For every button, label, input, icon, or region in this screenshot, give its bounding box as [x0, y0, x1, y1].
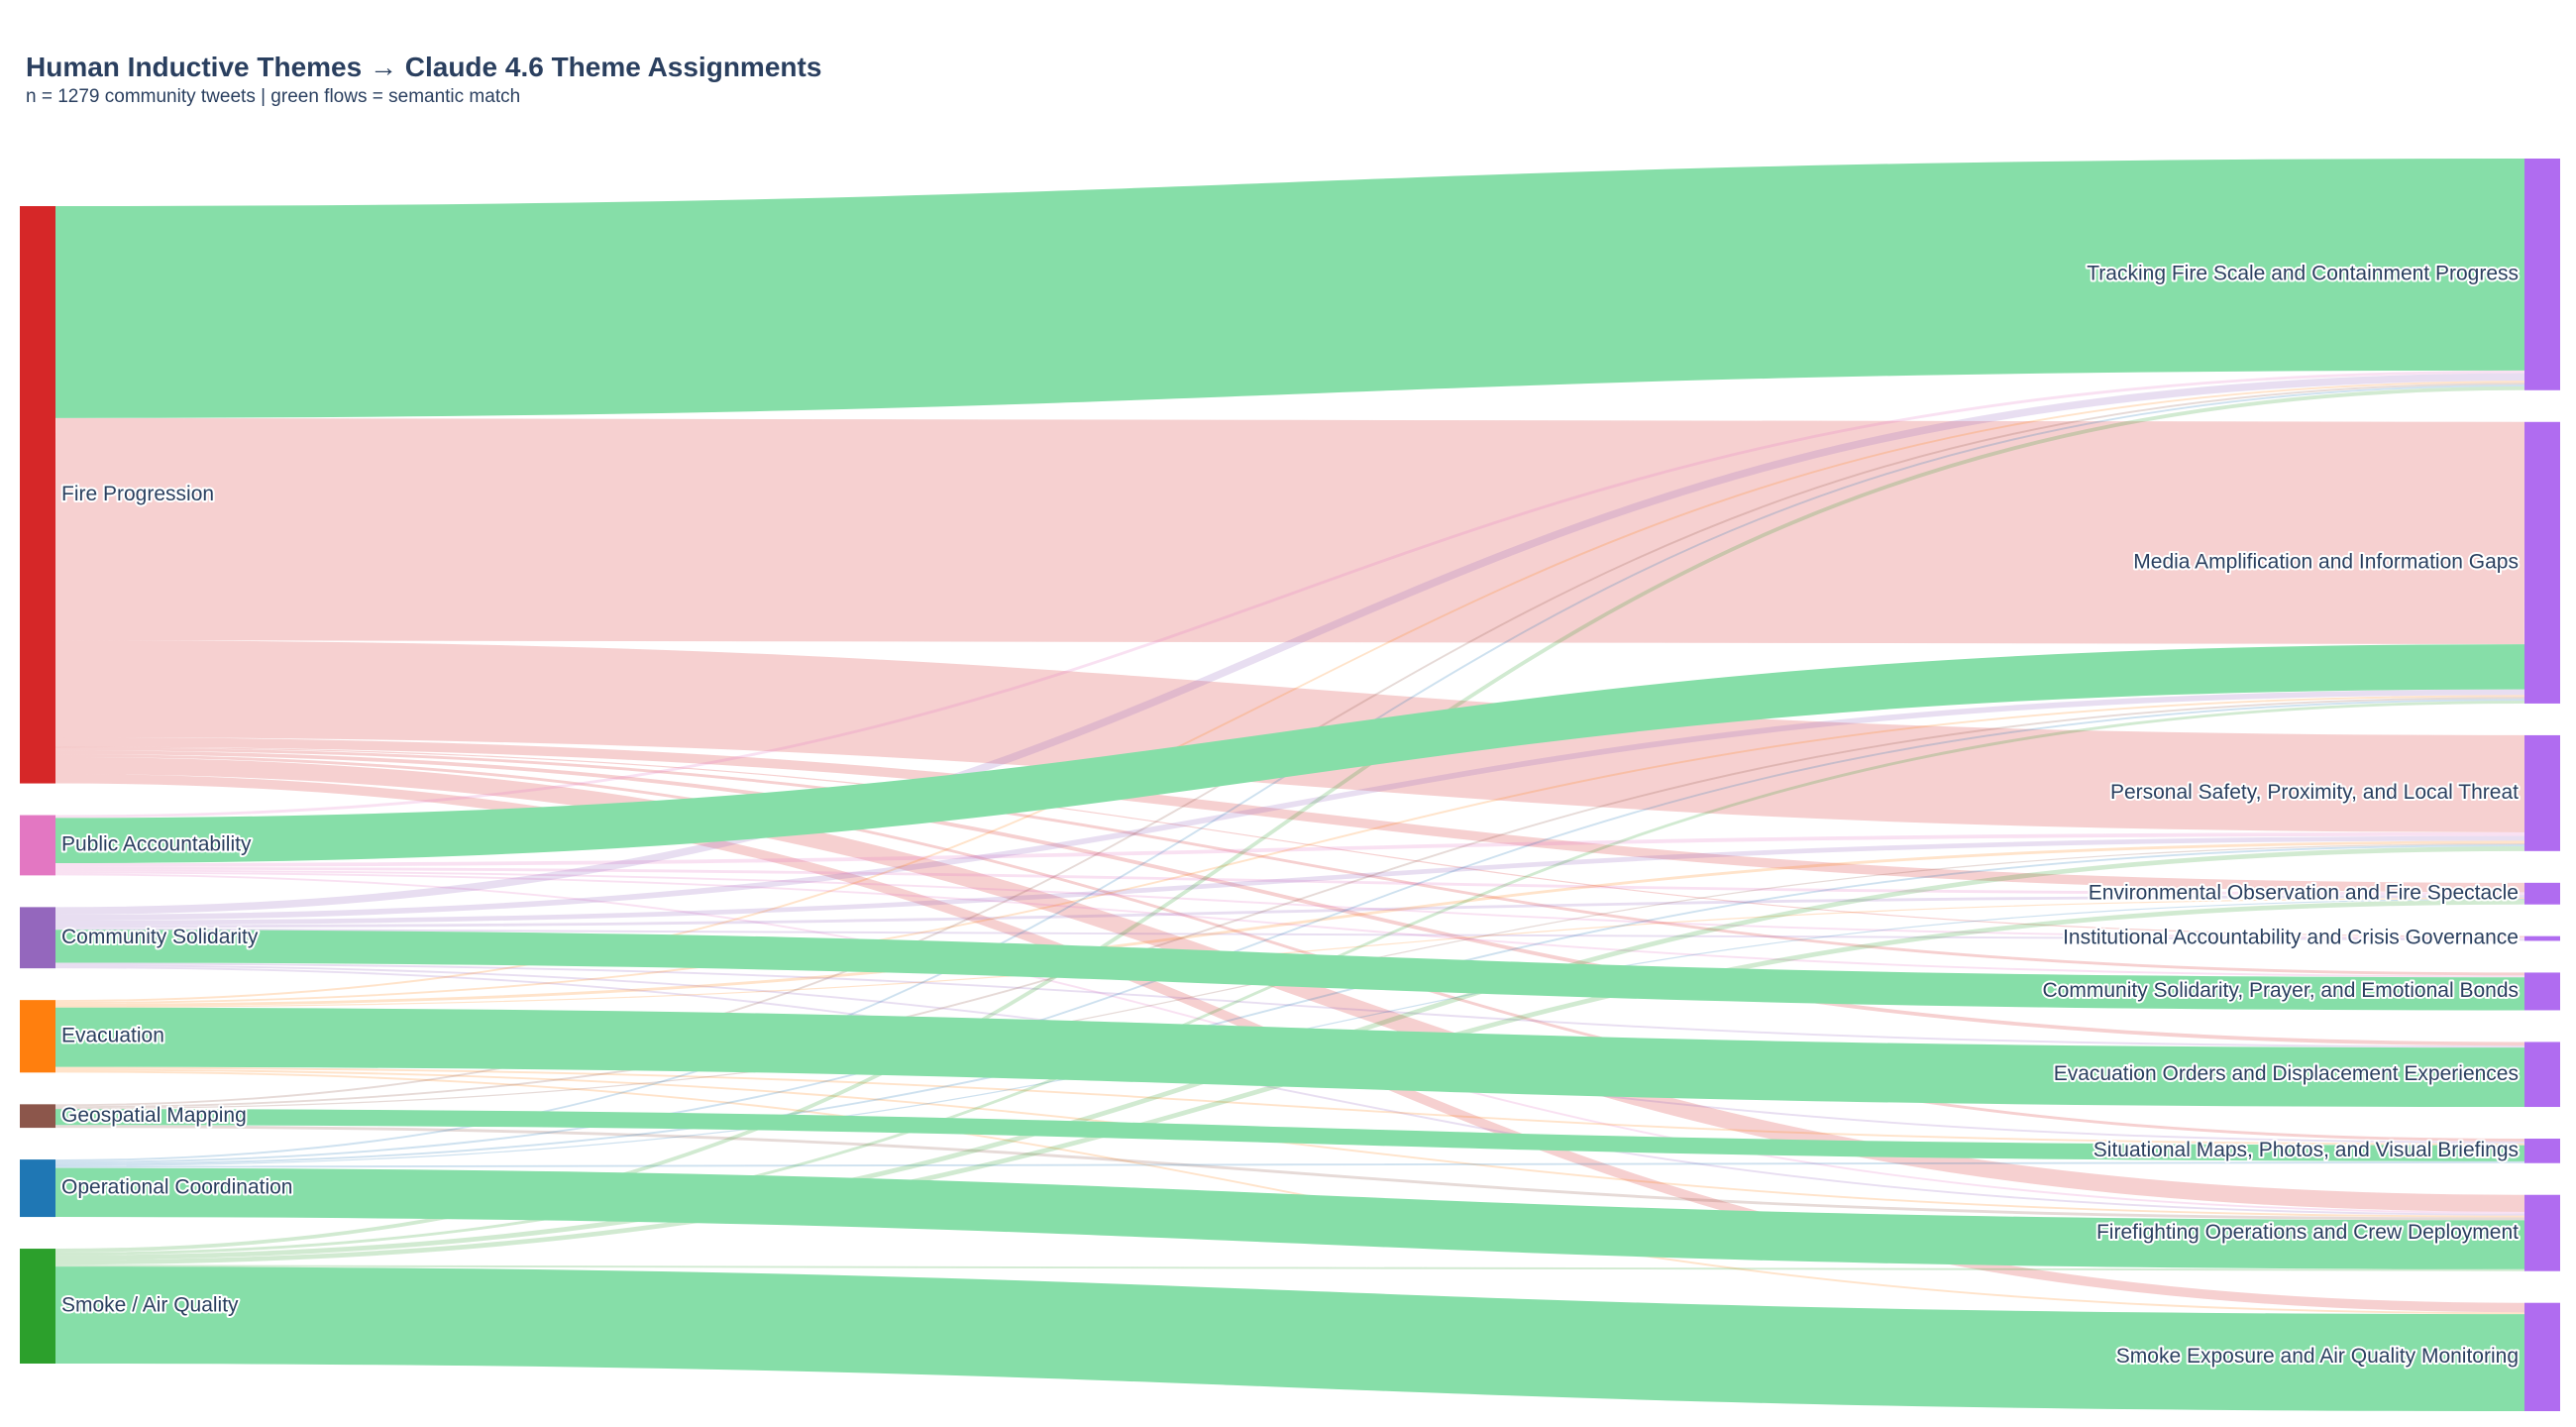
link-evacuation-to-media-amplification-and-information-gaps[interactable]	[54, 695, 2525, 1004]
link-geospatial-mapping-to-firefighting-operations-and-crew-deployment[interactable]	[54, 1125, 2525, 1221]
link-fire-progression-to-evacuation-orders-and-displacement-experiences[interactable]	[54, 750, 2525, 1046]
target-label-evacuation-orders-and-displacement-experiences: Evacuation Orders and Displacement Exper…	[2054, 1062, 2519, 1085]
link-geospatial-mapping-to-media-amplification-and-information-gaps[interactable]	[54, 697, 2525, 1109]
target-label-institutional-accountability-and-crisis-governance: Institutional Accountability and Crisis …	[2063, 927, 2519, 949]
sankey-links	[54, 158, 2525, 1412]
source-node-smoke-air-quality[interactable]	[20, 1249, 55, 1364]
link-community-solidarity-to-media-amplification-and-information-gaps[interactable]	[54, 689, 2525, 921]
link-public-accountability-to-tracking-fire-scale-and-containment-progress[interactable]	[54, 370, 2525, 819]
target-node-environmental-observation-and-fire-spectacle[interactable]	[2524, 882, 2560, 905]
target-label-community-solidarity-prayer-and-emotional-bonds: Community Solidarity, Prayer, and Emotio…	[2043, 979, 2520, 1002]
link-public-accountability-to-institutional-accountability-and-crisis-governance[interactable]	[54, 869, 2525, 939]
link-fire-progression-to-institutional-accountability-and-crisis-governance[interactable]	[54, 746, 2525, 937]
source-label-geospatial-mapping: Geospatial Mapping	[61, 1104, 247, 1127]
source-node-fire-progression[interactable]	[20, 206, 55, 784]
link-public-accountability-to-community-solidarity-prayer-and-emotional-bonds[interactable]	[54, 871, 2525, 978]
link-public-accountability-to-environmental-observation-and-fire-spectacle[interactable]	[54, 866, 2525, 896]
source-label-fire-progression: Fire Progression	[61, 483, 214, 505]
target-label-firefighting-operations-and-crew-deployment: Firefighting Operations and Crew Deploym…	[2096, 1221, 2519, 1244]
target-node-institutional-accountability-and-crisis-governance[interactable]	[2524, 935, 2560, 941]
chart-title: Human Inductive Themes → Claude 4.6 Them…	[26, 52, 822, 82]
source-node-operational-coordination[interactable]	[20, 1159, 55, 1218]
target-node-evacuation-orders-and-displacement-experiences[interactable]	[2524, 1042, 2560, 1108]
sankey-labels: Fire Progression Public Accountability Com…	[59, 260, 2521, 1369]
sankey-nodes	[20, 159, 2560, 1411]
source-node-public-accountability[interactable]	[20, 815, 55, 876]
target-node-personal-safety-proximity-and-local-threat[interactable]	[2524, 734, 2560, 851]
link-fire-progression-to-environmental-observation-and-fire-spectacle[interactable]	[54, 736, 2525, 893]
link-community-solidarity-to-personal-safety-proximity-and-local-threat[interactable]	[54, 835, 2525, 926]
link-evacuation-to-smoke-exposure-and-air-quality-monitoring[interactable]	[54, 1070, 2525, 1315]
source-node-geospatial-mapping[interactable]	[20, 1104, 55, 1129]
link-evacuation-to-environmental-observation-and-fire-spectacle[interactable]	[54, 897, 2525, 1008]
link-public-accountability-to-personal-safety-proximity-and-local-threat[interactable]	[54, 831, 2525, 867]
link-fire-progression-to-situational-maps-photos-and-visual-briefings[interactable]	[54, 754, 2525, 1142]
link-operational-coordination-to-firefighting-operations-and-crew-deployment[interactable]	[54, 1167, 2525, 1269]
link-evacuation-to-evacuation-orders-and-displacement-experiences[interactable]	[54, 1007, 2525, 1108]
link-community-solidarity-to-community-solidarity-prayer-and-emotional-bonds[interactable]	[54, 930, 2525, 1011]
target-node-community-solidarity-prayer-and-emotional-bonds[interactable]	[2524, 972, 2560, 1011]
target-label-environmental-observation-and-fire-spectacle: Environmental Observation and Fire Spect…	[2089, 881, 2519, 904]
link-smoke-air-quality-to-firefighting-operations-and-crew-deployment[interactable]	[54, 1264, 2525, 1271]
source-node-evacuation[interactable]	[20, 1000, 55, 1073]
link-community-solidarity-to-environmental-observation-and-fire-spectacle[interactable]	[54, 895, 2525, 929]
target-label-situational-maps-photos-and-visual-briefings: Situational Maps, Photos, and Visual Bri…	[2093, 1139, 2519, 1161]
link-public-accountability-to-media-amplification-and-information-gaps[interactable]	[54, 644, 2525, 864]
link-operational-coordination-to-personal-safety-proximity-and-local-threat[interactable]	[54, 844, 2525, 1165]
chart-subtitle: n = 1279 community tweets | green flows …	[26, 86, 521, 107]
source-label-smoke-air-quality: Smoke / Air Quality	[61, 1294, 239, 1317]
link-geospatial-mapping-to-situational-maps-photos-and-visual-briefings[interactable]	[54, 1109, 2525, 1161]
target-label-media-amplification-and-information-gaps: Media Amplification and Information Gaps	[2133, 550, 2519, 573]
link-evacuation-to-personal-safety-proximity-and-local-threat[interactable]	[54, 840, 2525, 1007]
link-community-solidarity-to-evacuation-orders-and-displacement-experiences[interactable]	[54, 962, 2525, 1048]
source-label-operational-coordination: Operational Coordination	[61, 1176, 292, 1199]
target-label-tracking-fire-scale-and-containment-progress: Tracking Fire Scale and Containment Prog…	[2087, 262, 2519, 284]
source-label-community-solidarity: Community Solidarity	[61, 926, 259, 948]
link-evacuation-to-situational-maps-photos-and-visual-briefings[interactable]	[54, 1066, 2525, 1146]
target-node-smoke-exposure-and-air-quality-monitoring[interactable]	[2524, 1302, 2560, 1411]
target-node-situational-maps-photos-and-visual-briefings[interactable]	[2524, 1139, 2560, 1163]
target-node-media-amplification-and-information-gaps[interactable]	[2524, 421, 2560, 704]
link-fire-progression-to-media-amplification-and-information-gaps[interactable]	[54, 417, 2525, 645]
target-node-firefighting-operations-and-crew-deployment[interactable]	[2524, 1194, 2560, 1271]
link-community-solidarity-to-firefighting-operations-and-crew-deployment[interactable]	[54, 966, 2525, 1216]
link-operational-coordination-to-media-amplification-and-information-gaps[interactable]	[54, 699, 2525, 1163]
link-fire-progression-to-community-solidarity-prayer-and-emotional-bonds[interactable]	[54, 747, 2525, 976]
link-smoke-air-quality-to-smoke-exposure-and-air-quality-monitoring[interactable]	[54, 1266, 2525, 1412]
link-fire-progression-to-tracking-fire-scale-and-containment-progress[interactable]	[54, 158, 2525, 418]
target-node-tracking-fire-scale-and-containment-progress[interactable]	[2524, 159, 2560, 390]
source-label-evacuation: Evacuation	[61, 1024, 164, 1046]
source-label-public-accountability: Public Accountability	[61, 833, 252, 856]
source-node-community-solidarity[interactable]	[20, 907, 55, 969]
link-community-solidarity-to-tracking-fire-scale-and-containment-progress[interactable]	[54, 373, 2525, 915]
target-label-smoke-exposure-and-air-quality-monitoring: Smoke Exposure and Air Quality Monitorin…	[2116, 1345, 2519, 1368]
link-operational-coordination-to-situational-maps-photos-and-visual-briefings[interactable]	[54, 1160, 2525, 1168]
target-label-personal-safety-proximity-and-local-threat: Personal Safety, Proximity, and Local Th…	[2110, 781, 2519, 804]
